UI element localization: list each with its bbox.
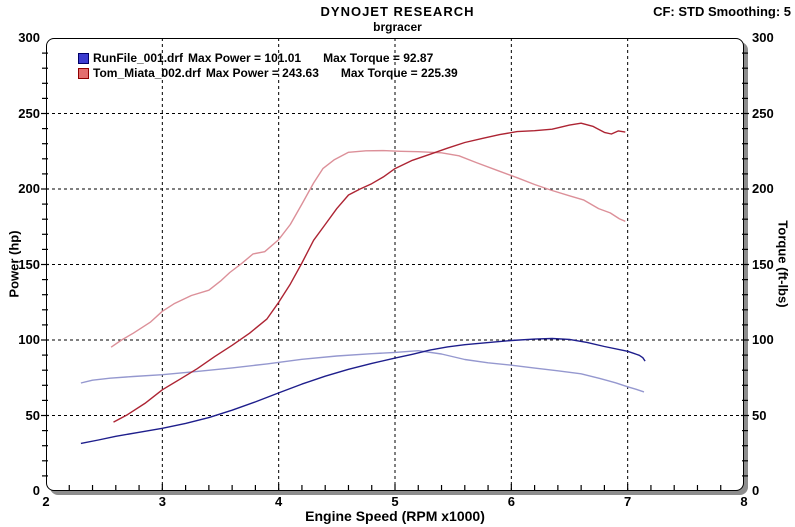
y-tick-right-250: 250	[752, 105, 774, 121]
y-tick-left-250: 250	[18, 105, 40, 121]
x-tick-4: 4	[275, 494, 283, 509]
y-tick-right-150: 150	[752, 256, 774, 272]
y-tick-left-150: 150	[18, 256, 40, 272]
legend-max-power-run2: Max Power = 243.63	[205, 66, 319, 80]
y-tick-left-200: 200	[18, 181, 40, 196]
x-tick-8: 8	[740, 494, 748, 509]
x-axis-title: Engine Speed (RPM x1000)	[305, 508, 485, 524]
legend: RunFile_001.drf Max Power = 101.01 Max Tor…	[78, 51, 458, 81]
y-tick-right-50: 50	[752, 407, 767, 423]
y-tick-right-100: 100	[752, 332, 774, 347]
curve-runfile-001-drf-power	[80, 337, 646, 445]
dyno-curves-svg	[41, 38, 749, 491]
legend-file-run2: Tom_Miata_002.drf	[93, 66, 201, 80]
y-tick-left-50: 50	[25, 407, 40, 423]
y-tick-left-300: 300	[18, 30, 40, 45]
grid-lines	[46, 38, 744, 491]
left-axis-title: Power (hp)	[6, 230, 22, 298]
legend-max-torque-run2: Max Torque = 225.39	[340, 66, 458, 80]
y-tick-right-300: 300	[752, 30, 774, 45]
y-tick-right-200: 200	[752, 181, 774, 196]
y-tick-right-0: 0	[752, 483, 760, 498]
legend-swatch-run2	[78, 68, 89, 79]
curve-runfile-001-drf-torque	[80, 350, 645, 393]
legend-max-power-run1: Max Power = 101.01	[188, 51, 302, 65]
y-tick-left-0: 0	[32, 483, 40, 498]
cf-smoothing-note: CF: STD Smoothing: 5	[653, 4, 791, 19]
plot-area	[41, 38, 749, 491]
legend-row-run2: Tom_Miata_002.drf Max Power = 243.63 Max T…	[78, 66, 458, 81]
curve-tom-miata-002-drf-power	[113, 122, 626, 423]
x-tick-3: 3	[158, 494, 166, 509]
page-title: DYNOJET RESEARCH	[320, 4, 475, 19]
page-subtitle: brgracer	[373, 20, 422, 34]
legend-max-torque-run1: Max Torque = 92.87	[323, 51, 434, 65]
tick-marks	[41, 52, 749, 490]
y-tick-left-100: 100	[18, 332, 40, 347]
legend-row-run1: RunFile_001.drf Max Power = 101.01 Max Tor…	[78, 51, 458, 66]
curve-tom-miata-002-drf-torque	[110, 149, 626, 348]
x-tick-2: 2	[42, 494, 50, 509]
legend-swatch-run1	[78, 53, 89, 64]
x-tick-6: 6	[507, 494, 515, 509]
x-tick-5: 5	[391, 494, 399, 509]
data-series	[80, 122, 646, 445]
right-axis-title: Torque (ft-lbs)	[775, 220, 791, 308]
x-tick-7: 7	[624, 494, 632, 509]
legend-file-run1: RunFile_001.drf	[93, 51, 184, 65]
